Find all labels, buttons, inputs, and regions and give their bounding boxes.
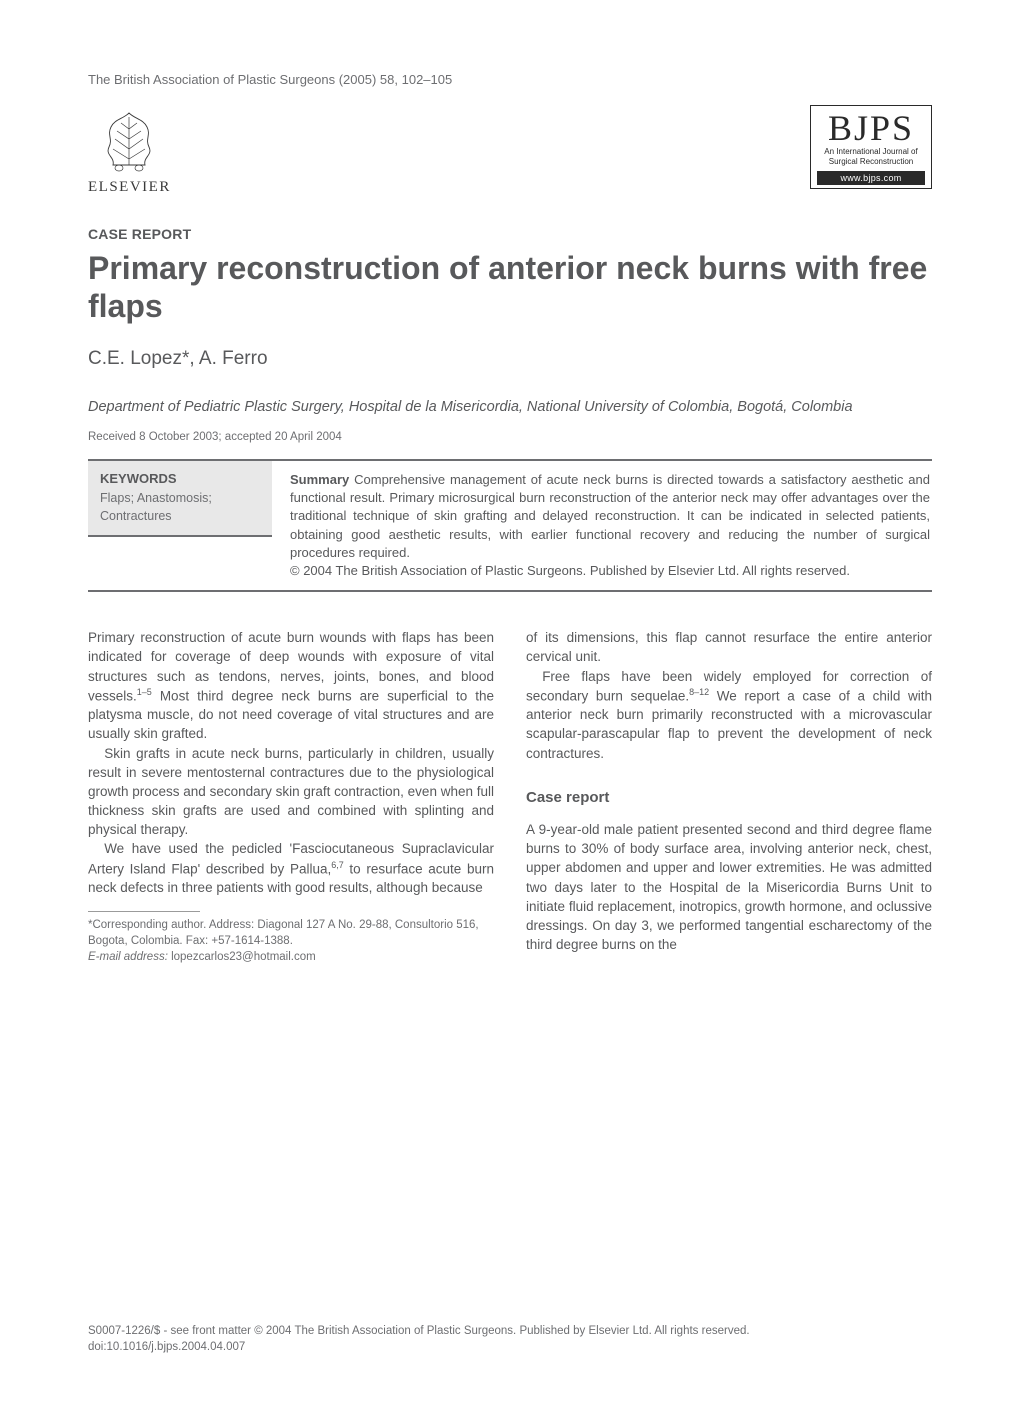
left-column: Primary reconstruction of acute burn wou… [88, 628, 494, 966]
citation-ref: 1–5 [137, 687, 152, 697]
logo-row: ELSEVIER BJPS An International Journal o… [88, 105, 932, 196]
elsevier-tree-icon [93, 105, 165, 177]
body-para: Free flaps have been widely employed for… [526, 667, 932, 763]
affiliation: Department of Pediatric Plastic Surgery,… [88, 398, 932, 418]
summary-copyright: © 2004 The British Association of Plasti… [290, 563, 850, 578]
footnote-corr: *Corresponding author. Address: Diagonal… [88, 918, 494, 950]
summary-lead: Summary [290, 472, 349, 487]
corresponding-footnote: *Corresponding author. Address: Diagonal… [88, 918, 494, 966]
email-label: E-mail address: [88, 951, 168, 963]
abstract-box: KEYWORDS Flaps; Anastomosis; Contracture… [88, 459, 932, 592]
body-para: Skin grafts in acute neck burns, particu… [88, 744, 494, 840]
body-para: We have used the pedicled 'Fasciocutaneo… [88, 839, 494, 897]
footnote-rule [88, 911, 200, 912]
citation-ref: 6,7 [331, 860, 344, 870]
article-type: CASE REPORT [88, 226, 932, 242]
article-title: Primary reconstruction of anterior neck … [88, 250, 932, 326]
bjps-subtitle-2: Surgical Reconstruction [829, 157, 913, 166]
body-para: A 9-year-old male patient presented seco… [526, 820, 932, 954]
body-para: Primary reconstruction of acute burn wou… [88, 628, 494, 743]
bjps-letters: BJPS [817, 112, 925, 144]
elsevier-wordmark: ELSEVIER [88, 179, 171, 196]
body-columns: Primary reconstruction of acute burn wou… [88, 628, 932, 966]
footer-doi: doi:10.1016/j.bjps.2004.04.007 [88, 1339, 932, 1355]
citation-ref: 8–12 [689, 687, 709, 697]
bjps-url: www.bjps.com [817, 171, 925, 185]
footer-copyright: S0007-1226/$ - see front matter © 2004 T… [88, 1323, 932, 1339]
abstract-summary: Summary Comprehensive management of acut… [272, 461, 932, 590]
page-footer: S0007-1226/$ - see front matter © 2004 T… [88, 1323, 932, 1355]
keywords-list: Flaps; Anastomosis; Contractures [100, 490, 260, 525]
keywords-header: KEYWORDS [100, 471, 260, 486]
keywords-panel: KEYWORDS Flaps; Anastomosis; Contracture… [88, 461, 272, 537]
article-dates: Received 8 October 2003; accepted 20 Apr… [88, 431, 932, 443]
summary-text: Comprehensive management of acute neck b… [290, 472, 930, 560]
section-heading: Case report [526, 787, 932, 808]
bjps-subtitle: An International Journal of Surgical Rec… [817, 147, 925, 166]
authors: C.E. Lopez*, A. Ferro [88, 348, 932, 370]
bjps-logo: BJPS An International Journal of Surgica… [810, 105, 932, 189]
bjps-subtitle-1: An International Journal of [824, 147, 917, 156]
right-column: of its dimensions, this flap cannot resu… [526, 628, 932, 966]
journal-header: The British Association of Plastic Surge… [88, 72, 932, 87]
footnote-email: E-mail address: lopezcarlos23@hotmail.co… [88, 950, 494, 966]
body-para: of its dimensions, this flap cannot resu… [526, 628, 932, 666]
elsevier-logo: ELSEVIER [88, 105, 171, 196]
email-address: lopezcarlos23@hotmail.com [168, 951, 316, 963]
